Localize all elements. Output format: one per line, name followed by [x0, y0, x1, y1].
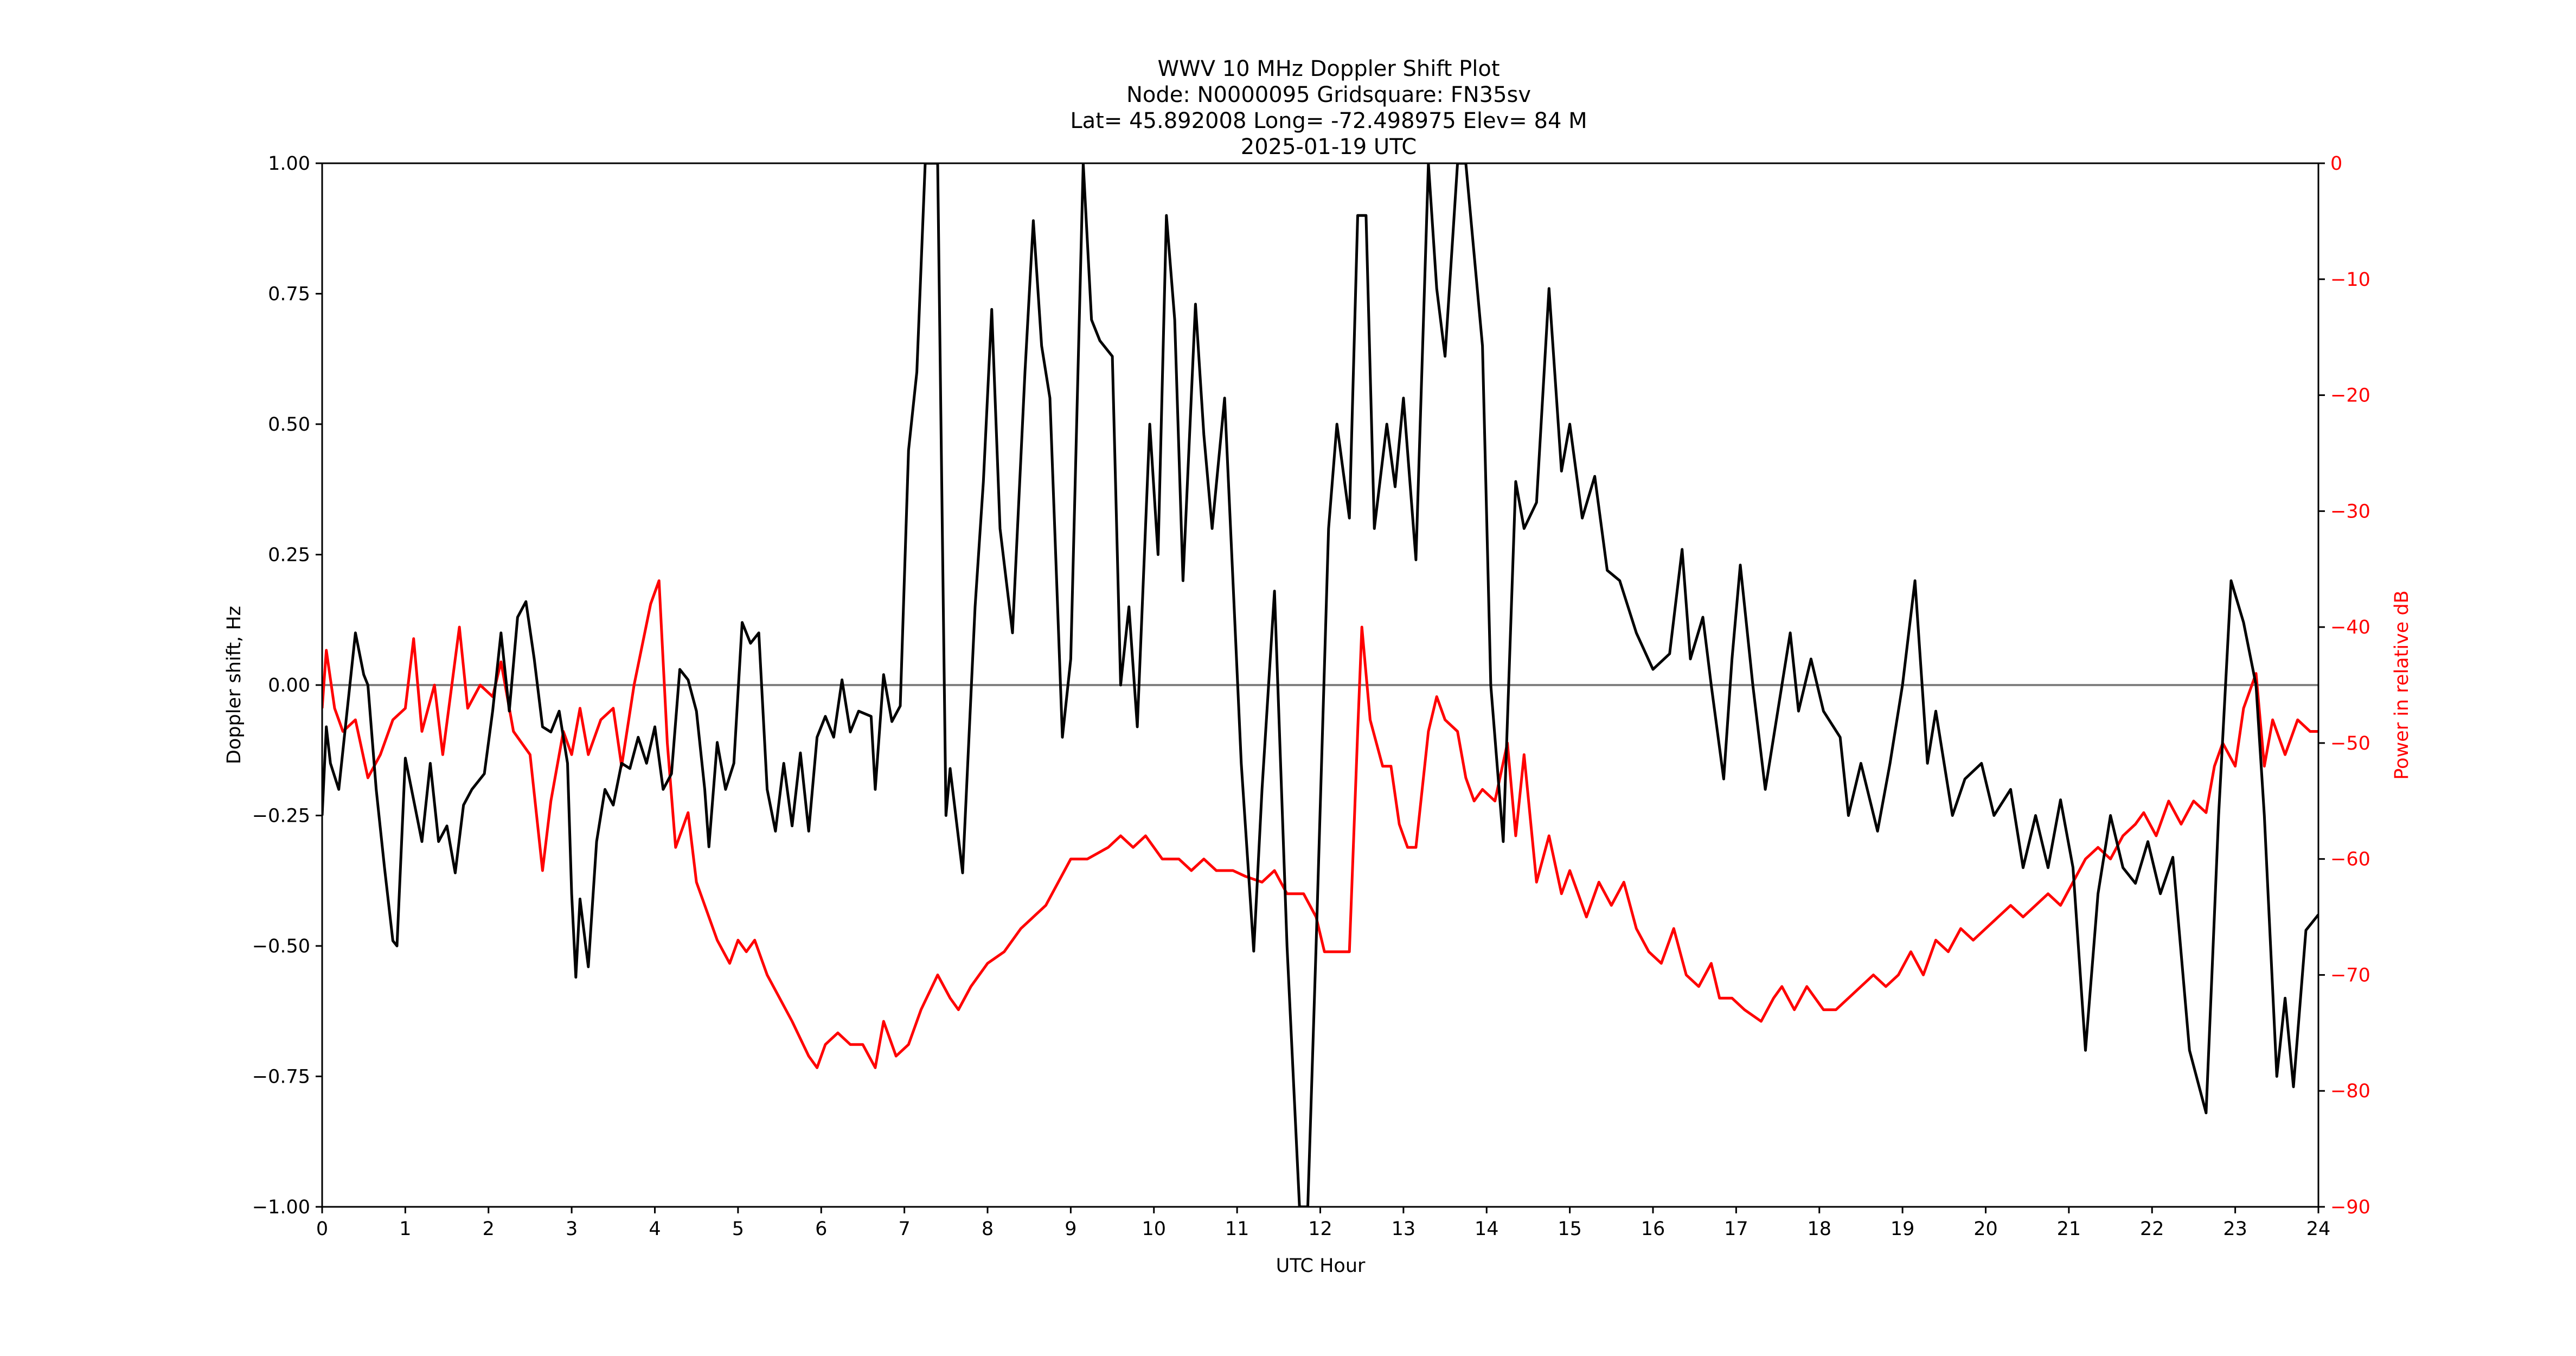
x-tick-label: 1: [399, 1218, 411, 1240]
power-line: [322, 579, 2318, 1069]
x-axis-label: UTC Hour: [1276, 1255, 1366, 1277]
x-tick-label: 8: [982, 1218, 994, 1240]
x-axis-ticks: 0 1 2 3 4 5 6 7 8 9 10 11 12 13 14 15 16 17 18 19 20 21 22 23 24: [316, 1207, 2330, 1240]
x-tick-label: 4: [649, 1218, 661, 1240]
x-tick-label: 16: [1641, 1218, 1665, 1240]
x-tick-label: 21: [2057, 1218, 2081, 1240]
x-tick-label: 20: [1973, 1218, 1998, 1240]
x-tick-label: 9: [1065, 1218, 1076, 1240]
title-line-3: Lat= 45.892008 Long= -72.498975 Elev= 84…: [1070, 108, 1587, 133]
x-tick-label: 6: [815, 1218, 827, 1240]
x-tick-label: 19: [1891, 1218, 1915, 1240]
x-tick-label: 0: [316, 1218, 328, 1240]
title-line-4: 2025-01-19 UTC: [1241, 135, 1417, 159]
y-axis-ticks-right: 0 −10 −20 −30 −40 −50 −60 −70 −80 −90: [2318, 153, 2370, 1218]
x-tick-label: 12: [1308, 1218, 1332, 1240]
y-right-tick-label: −70: [2330, 964, 2370, 986]
x-tick-label: 2: [483, 1218, 495, 1240]
x-tick-label: 10: [1142, 1218, 1166, 1240]
y-right-tick-label: −20: [2330, 385, 2370, 407]
y-axis-label-left: Doppler shift, Hz: [223, 606, 245, 764]
y-tick-label: −0.25: [252, 805, 310, 827]
y-tick-label: 1.00: [268, 153, 310, 175]
y-axis-ticks-left: 1.00 0.75 0.50 0.25 0.00 −0.25 −0.50 −0.75 −1.00: [252, 153, 322, 1218]
y-tick-label: 0.00: [268, 675, 310, 696]
x-tick-label: 11: [1225, 1218, 1249, 1240]
title-line-1: WWV 10 MHz Doppler Shift Plot: [1157, 56, 1500, 81]
y-right-tick-label: 0: [2330, 153, 2342, 175]
y-right-tick-label: −50: [2330, 733, 2370, 754]
x-tick-label: 22: [2140, 1218, 2164, 1240]
y-tick-label: −1.00: [252, 1197, 310, 1218]
y-axis-label-right: Power in relative dB: [2391, 590, 2413, 779]
x-tick-label: 23: [2223, 1218, 2247, 1240]
y-right-tick-label: −80: [2330, 1080, 2370, 1102]
x-tick-label: 3: [566, 1218, 578, 1240]
x-tick-label: 5: [732, 1218, 744, 1240]
x-tick-label: 18: [1807, 1218, 1831, 1240]
y-right-tick-label: −40: [2330, 617, 2370, 638]
x-tick-label: 17: [1724, 1218, 1748, 1240]
y-tick-label: −0.75: [252, 1066, 310, 1088]
y-tick-label: 0.50: [268, 414, 310, 436]
doppler-line: [322, 163, 2318, 1207]
y-right-tick-label: −30: [2330, 501, 2370, 522]
x-tick-label: 24: [2306, 1218, 2331, 1240]
y-tick-label: 0.25: [268, 545, 310, 566]
y-tick-label: 0.75: [268, 284, 310, 305]
x-tick-label: 14: [1475, 1218, 1499, 1240]
y-right-tick-label: −10: [2330, 269, 2370, 291]
title-line-2: Node: N0000095 Gridsquare: FN35sv: [1126, 82, 1531, 107]
y-right-tick-label: −60: [2330, 849, 2370, 871]
chart-title: WWV 10 MHz Doppler Shift Plot Node: N000…: [1070, 56, 1587, 159]
x-tick-label: 15: [1558, 1218, 1582, 1240]
x-tick-label: 13: [1392, 1218, 1416, 1240]
x-tick-label: 7: [898, 1218, 910, 1240]
y-right-tick-label: −90: [2330, 1197, 2370, 1218]
y-tick-label: −0.50: [252, 936, 310, 957]
